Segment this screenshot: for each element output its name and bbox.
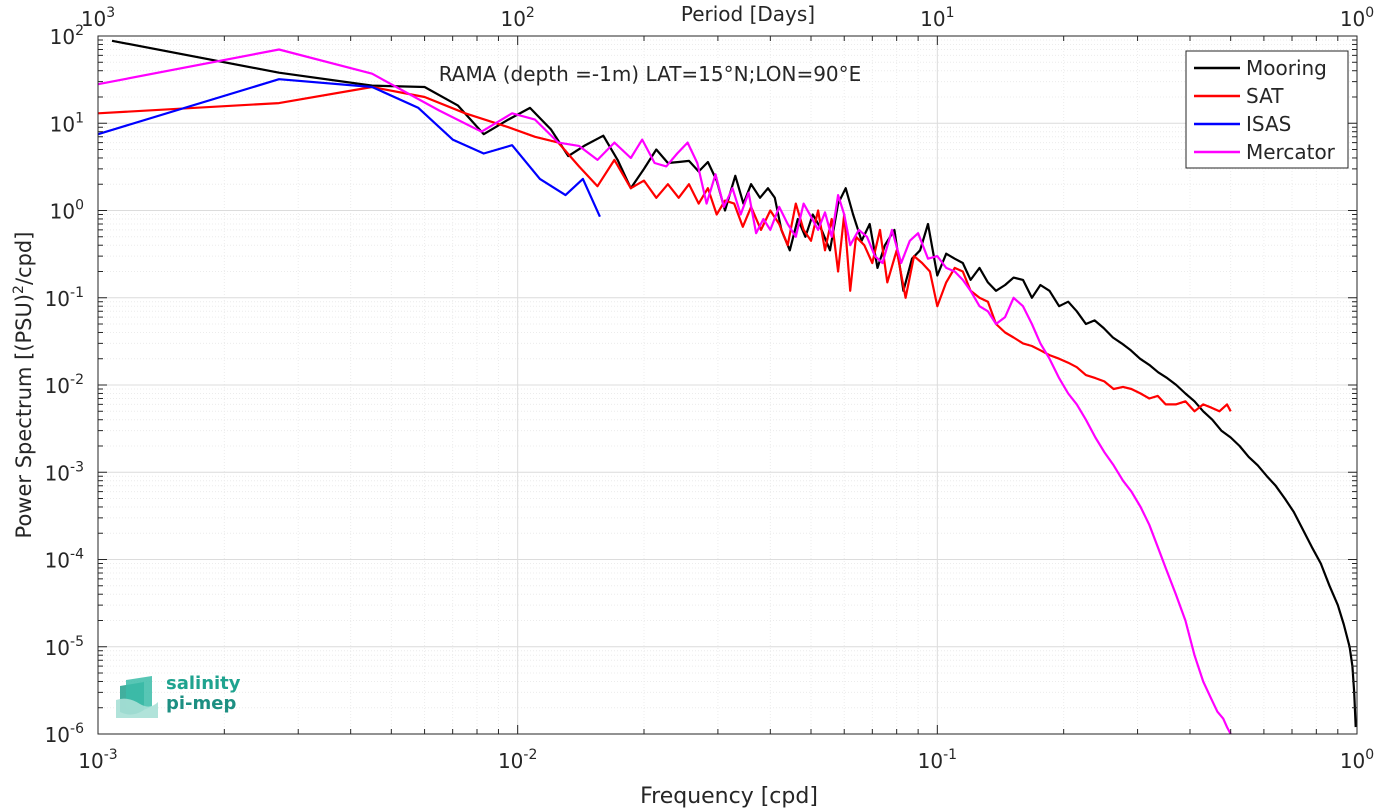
x-tick-label: 100 xyxy=(1340,747,1374,773)
y-axis-label-tail: /cpd] xyxy=(12,232,36,285)
x-tick-label: 10-2 xyxy=(498,747,537,773)
y-tick-label: 102 xyxy=(50,23,84,49)
legend-label-mooring: Mooring xyxy=(1246,56,1327,80)
y-axis-label-sup: 2 xyxy=(11,285,27,294)
logo-line2: pi-mep xyxy=(166,693,237,714)
y-tick-label: 10-3 xyxy=(45,459,84,485)
y-axis-label-main: Power Spectrum [(PSU) xyxy=(12,294,36,539)
series-lines xyxy=(98,39,1357,734)
series-line-sat xyxy=(98,85,1232,413)
grid xyxy=(98,36,1357,734)
x-tick-label: 10-1 xyxy=(918,747,957,773)
legend-label-isas: ISAS xyxy=(1246,112,1291,136)
y-tick-label: 101 xyxy=(50,110,84,136)
y-tick-label: 10-4 xyxy=(45,547,85,573)
y-tick-label: 100 xyxy=(50,198,84,224)
wave-logo-icon xyxy=(116,676,158,718)
top-tick-label: 100 xyxy=(1340,5,1374,31)
legend-label-mercator: Mercator xyxy=(1246,140,1336,164)
y-axis-label: Power Spectrum [(PSU)2/cpd] xyxy=(11,232,36,539)
y-tick-label: 10-2 xyxy=(45,372,84,398)
logo-text: salinity pi-mep xyxy=(166,674,241,714)
top-axis-label: Period [Days] xyxy=(681,2,815,26)
series-line-isas xyxy=(98,78,601,218)
axis-ticks xyxy=(97,35,1358,735)
legend-box xyxy=(1185,50,1349,169)
x-axis-label: Frequency [cpd] xyxy=(640,784,818,809)
legend: Mooring SAT ISAS Mercator xyxy=(1185,50,1349,169)
top-tick-label: 102 xyxy=(500,5,534,31)
y-tick-label: 10-1 xyxy=(45,285,84,311)
y-tick-label: 10-6 xyxy=(45,721,85,747)
y-tick-label: 10-5 xyxy=(45,634,84,660)
logo-line1: salinity xyxy=(166,673,241,694)
series-line-mooring xyxy=(111,39,1357,728)
salinity-pi-mep-logo: salinity pi-mep xyxy=(114,672,254,722)
x-tick-label: 10-3 xyxy=(78,747,117,773)
top-tick-label: 103 xyxy=(81,5,115,31)
series-line-mercator xyxy=(98,48,1232,734)
chart-title: RAMA (depth =-1m) LAT=15°N;LON=90°E xyxy=(439,62,862,86)
top-tick-label: 101 xyxy=(920,5,954,31)
legend-label-sat: SAT xyxy=(1246,84,1284,108)
